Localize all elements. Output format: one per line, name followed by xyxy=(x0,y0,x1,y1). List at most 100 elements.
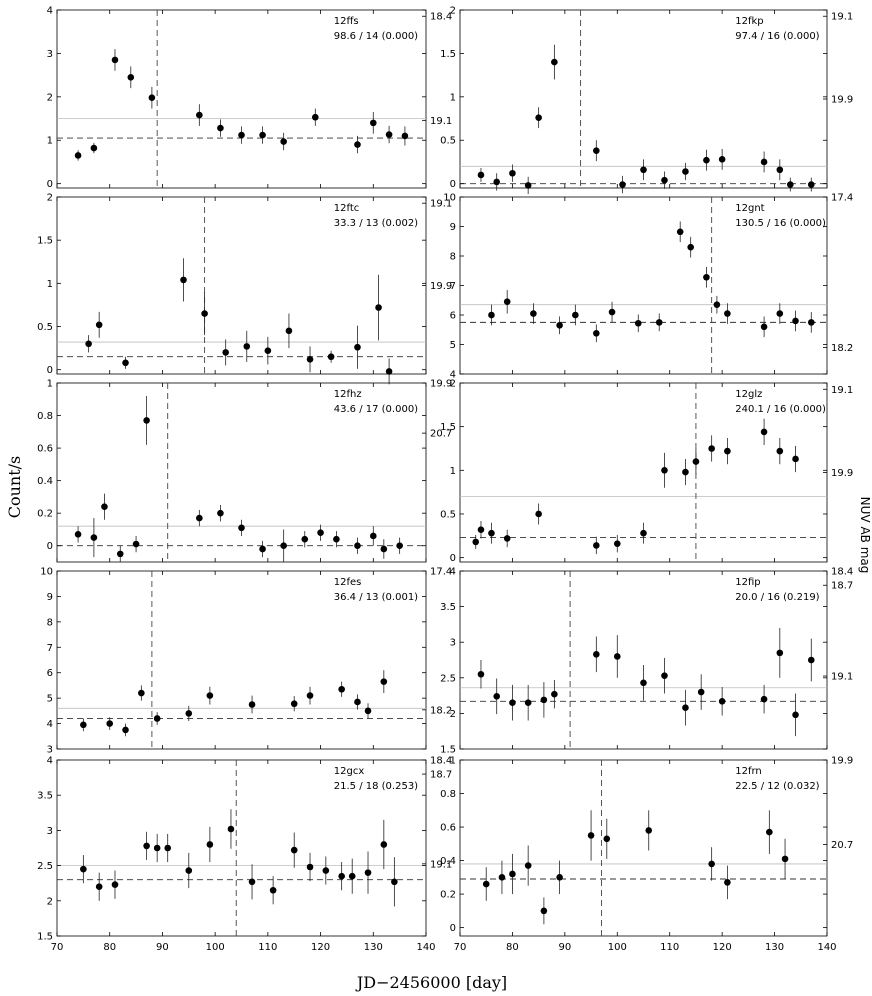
mag-tick-label: 18.2 xyxy=(430,705,452,716)
panel-stat: 33.3 / 13 (0.002) xyxy=(334,218,418,229)
data-point xyxy=(153,844,161,852)
data-point xyxy=(593,329,600,337)
panel-12ftc: 0 0.5 1 1.5 2 19.1 19.9 12ftc 33.3 / 13 (0.002) xyxy=(37,193,452,385)
panel-stat: 36.4 / 13 (0.001) xyxy=(334,592,418,603)
data-point xyxy=(781,855,789,863)
data-point xyxy=(127,73,135,81)
y-tick-label: 1 xyxy=(47,379,53,390)
data-point xyxy=(396,542,403,550)
y-tick-label: 3 xyxy=(450,638,456,649)
panel-12fes: 3 4 5 6 7 8 9 10 17.4 18.2 12fes 36.4 / 13 (0.001) xyxy=(40,567,452,756)
data-point xyxy=(640,529,647,537)
data-point xyxy=(682,704,689,712)
y-tick-label: 1 xyxy=(450,92,456,103)
data-point xyxy=(661,672,668,679)
y-tick-label: 0.2 xyxy=(37,509,53,520)
y-tick-label: 9 xyxy=(47,592,53,603)
mag-tick-label: 17.4 xyxy=(831,193,853,204)
data-point xyxy=(385,368,393,375)
y-tick-label: 4 xyxy=(47,756,53,767)
y-tick-label: 2.5 xyxy=(440,673,456,684)
data-point xyxy=(640,166,647,174)
panel-stat: 97.4 / 16 (0.000) xyxy=(735,31,819,42)
y-tick-label: 0.4 xyxy=(37,476,53,487)
mag-tick-label: 19.1 xyxy=(430,199,452,210)
data-point xyxy=(776,447,784,455)
panel-name: 12ftc xyxy=(334,203,360,214)
data-point xyxy=(488,529,495,537)
data-point xyxy=(477,171,485,179)
data-point xyxy=(338,872,345,880)
data-point xyxy=(259,131,266,139)
data-point xyxy=(101,503,108,510)
panel-frame xyxy=(56,759,427,937)
data-point xyxy=(509,169,516,177)
data-point xyxy=(364,707,372,715)
data-point xyxy=(477,670,485,678)
panel-12glz: 0 0.5 1 1.5 2 19.1 19.9 12glz 240.1 / 16 (0.000) xyxy=(440,379,853,565)
data-point xyxy=(687,243,694,251)
y-tick-label: 1.5 xyxy=(440,745,456,756)
data-point xyxy=(524,699,532,707)
mag-tick-label: 19.1 xyxy=(430,859,452,870)
data-point xyxy=(503,535,511,542)
y-tick-label: 2 xyxy=(47,193,53,204)
panel-frame xyxy=(56,570,427,750)
y-tick-label: 0 xyxy=(47,541,53,552)
data-point xyxy=(776,310,784,317)
data-point xyxy=(80,865,87,873)
data-point xyxy=(85,340,92,348)
y-axis-title: Count/s xyxy=(5,456,24,519)
y-tick-label: 1.5 xyxy=(440,49,456,60)
data-point xyxy=(243,343,251,350)
data-point xyxy=(317,529,324,537)
data-point xyxy=(285,327,293,335)
data-point xyxy=(333,535,340,543)
data-point xyxy=(248,701,256,708)
data-point xyxy=(301,535,309,543)
y-tick-label: 1.5 xyxy=(37,236,53,247)
y-tick-label: 0.6 xyxy=(37,444,53,455)
data-point xyxy=(535,114,542,121)
panel-stat: 240.1 / 16 (0.000) xyxy=(735,404,826,415)
data-point xyxy=(312,113,319,121)
x-tick-label: 130 xyxy=(364,942,383,953)
y-tick-label: 7 xyxy=(47,643,53,654)
data-point xyxy=(682,468,689,476)
y-tick-label: 4 xyxy=(47,6,53,17)
data-point xyxy=(122,359,129,367)
y-tick-label: 2 xyxy=(47,92,53,103)
mag-tick-label: 19.1 xyxy=(831,672,853,683)
data-point xyxy=(369,119,377,127)
data-point xyxy=(196,111,203,119)
data-point xyxy=(238,524,245,532)
data-point xyxy=(74,152,82,159)
data-point xyxy=(776,166,784,174)
y-tick-label: 0.5 xyxy=(440,136,456,147)
right-axis-title: NUV AB mag xyxy=(858,497,872,574)
panel-name: 12frn xyxy=(735,766,762,777)
y-tick-label: 2 xyxy=(450,379,456,390)
data-point xyxy=(391,878,398,886)
data-point xyxy=(327,353,335,361)
mag-tick-label: 18.7 xyxy=(831,581,853,592)
data-point xyxy=(259,545,266,553)
x-tick-label: 130 xyxy=(765,942,784,953)
data-point xyxy=(718,697,726,705)
y-tick-label: 4 xyxy=(450,567,456,578)
data-point xyxy=(306,692,314,699)
data-point xyxy=(572,311,579,319)
data-point xyxy=(766,828,773,836)
data-point xyxy=(90,144,98,152)
y-tick-label: 8 xyxy=(450,252,456,263)
y-tick-label: 1.5 xyxy=(440,422,456,433)
y-tick-label: 1 xyxy=(450,756,456,767)
data-point xyxy=(713,301,721,308)
y-tick-label: 0 xyxy=(47,365,53,376)
data-point xyxy=(354,542,361,550)
panel-12gcx: 1.5 2 2.5 3 3.5 4 70 80 90 100 110 120 130 140 18.4 18.… xyxy=(37,756,452,954)
data-point xyxy=(74,531,82,538)
panel-frame xyxy=(459,759,828,937)
data-point xyxy=(306,863,314,871)
mag-tick-label: 18.4 xyxy=(430,756,452,767)
